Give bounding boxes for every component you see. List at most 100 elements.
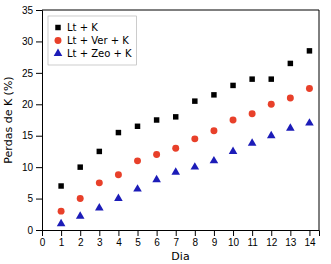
legend: Lt + KLt + Ver + KLt + Zeo + K [48, 16, 137, 65]
point [58, 183, 63, 188]
x-tick-label: 13 [285, 237, 297, 248]
point [269, 76, 274, 81]
x-tick: 0 [40, 230, 46, 248]
point [192, 98, 197, 103]
x-tick-label: 1 [59, 237, 65, 248]
x-tick: 9 [212, 230, 218, 248]
point [58, 208, 65, 215]
x-tick-label: 3 [97, 237, 103, 248]
x-axis-title: Dia [171, 250, 189, 263]
point [116, 130, 121, 135]
y-tick-label: 5 [27, 193, 33, 204]
y-tick-mark [36, 167, 42, 168]
point [172, 145, 179, 152]
series [57, 118, 314, 226]
point [95, 203, 104, 210]
points [57, 48, 314, 226]
legend-label: Lt + Ver + K [67, 35, 129, 46]
point [152, 175, 161, 182]
x-tick: 6 [154, 230, 160, 248]
y-tick-label: 30 [22, 36, 34, 47]
point [133, 184, 142, 191]
legend-box [48, 16, 137, 65]
x-tick-label: 0 [40, 237, 46, 248]
y-tick: 35 [22, 5, 42, 16]
y-tick-mark [36, 136, 42, 137]
point [230, 83, 235, 88]
point [76, 211, 85, 218]
x-tick: 1 [59, 230, 65, 248]
point [286, 123, 295, 130]
x-tick-label: 10 [228, 237, 240, 248]
x-tick: 2 [78, 230, 84, 248]
point [77, 195, 84, 202]
chart: 0123456789101112131405101520253035Lt + K… [0, 0, 331, 264]
y-tick-mark [36, 104, 42, 105]
frame [319, 10, 320, 230]
point [173, 114, 178, 119]
y-axis-title: Perdas de K (%) [2, 76, 15, 163]
y-axis-line [36, 11, 43, 231]
point [135, 124, 140, 129]
x-tick-mark [176, 230, 177, 236]
x-tick: 14 [304, 230, 316, 248]
x-tick-mark [233, 230, 234, 236]
x-tick-mark [118, 230, 119, 236]
x-tick-label: 14 [304, 237, 316, 248]
y-tick: 25 [22, 68, 42, 79]
x-tick-mark [309, 230, 310, 236]
point [115, 171, 122, 178]
y-tick-label: 25 [22, 68, 34, 79]
x-tick-mark [80, 230, 81, 236]
x-tick: 10 [228, 230, 240, 248]
y-tick-label: 20 [22, 99, 34, 110]
point [267, 131, 276, 138]
point [211, 92, 216, 97]
series [58, 48, 312, 189]
y-tick: 15 [22, 130, 42, 141]
x-tick: 5 [135, 230, 141, 248]
point [171, 167, 180, 174]
y-tick: 10 [22, 162, 42, 173]
x-tick: 3 [97, 230, 103, 248]
point [154, 117, 159, 122]
point [210, 156, 219, 163]
x-tick-mark [61, 230, 62, 236]
x-tick-label: 6 [154, 237, 160, 248]
x-tick-label: 8 [193, 237, 199, 248]
x-tick-mark [290, 230, 291, 236]
y-axis: 05101520253035 [22, 5, 43, 236]
x-axis: 01234567891011121314 [40, 230, 320, 248]
x-tick-label: 4 [116, 237, 122, 248]
point [191, 135, 198, 142]
y-tick-mark [36, 199, 42, 200]
x-tick: 7 [173, 230, 179, 248]
point [305, 118, 314, 125]
point [114, 194, 123, 201]
point [153, 151, 160, 158]
x-tick-label: 2 [78, 237, 84, 248]
point [288, 61, 293, 66]
y-tick-mark [36, 73, 42, 74]
x-tick-mark [99, 230, 100, 236]
x-tick: 13 [285, 230, 297, 248]
legend-symbol [54, 49, 63, 56]
x-tick-mark [157, 230, 158, 236]
frame [42, 10, 319, 11]
x-tick-mark [195, 230, 196, 236]
y-tick-mark [36, 41, 42, 42]
x-tick-label: 12 [266, 237, 278, 248]
y-tick: 30 [22, 36, 42, 47]
x-tick-mark [214, 230, 215, 236]
point [229, 146, 238, 153]
y-tick: 5 [27, 193, 42, 204]
point [77, 164, 82, 169]
point [191, 162, 200, 169]
x-tick-mark [271, 230, 272, 236]
x-tick-mark [252, 230, 253, 236]
point [134, 157, 141, 164]
point [230, 117, 237, 124]
legend-symbol [55, 37, 62, 44]
y-tick: 20 [22, 99, 42, 110]
point [57, 219, 66, 226]
